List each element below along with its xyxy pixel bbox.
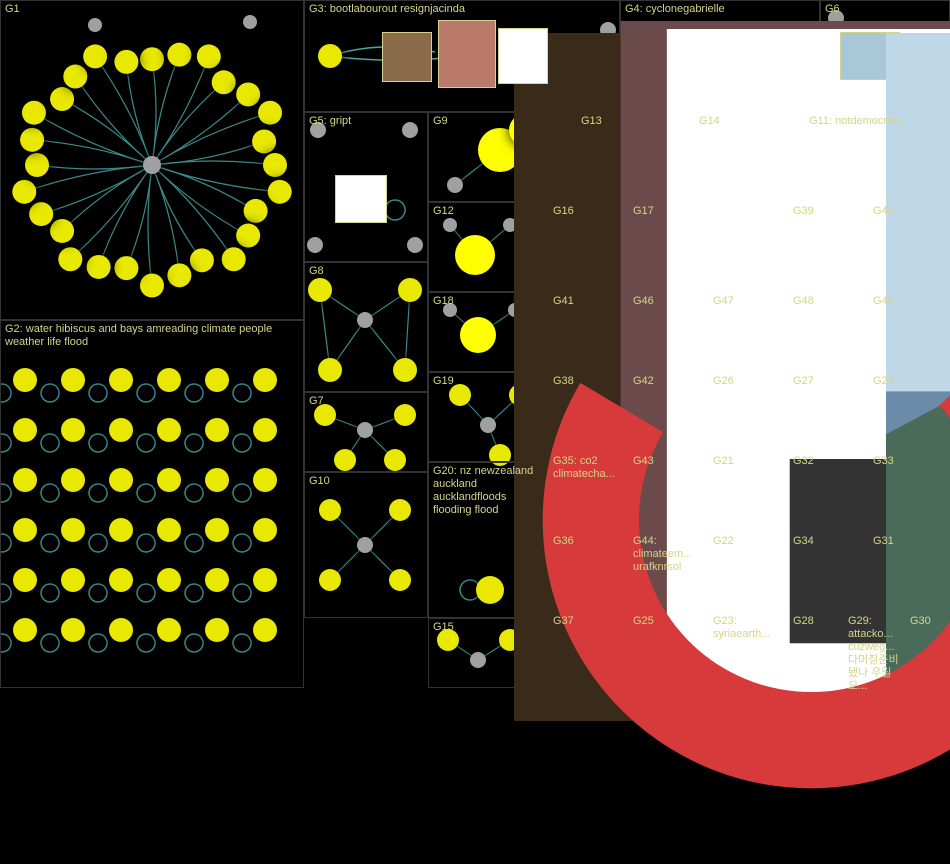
- panel-label: G48: [793, 295, 814, 308]
- panel-g37: G37: [548, 612, 628, 688]
- panel-g11: G11: notdemocracy: [804, 112, 950, 202]
- panel-label: G25: [633, 615, 654, 628]
- panel-g9: G9: [428, 112, 576, 202]
- panel-g15: G15: [428, 618, 548, 688]
- panel-label: G9: [433, 115, 448, 128]
- panel-g12: G12: [428, 202, 548, 292]
- panel-g1: G1: [0, 0, 304, 320]
- panel-g27: G27: [788, 372, 868, 452]
- panel-label: G8: [309, 265, 324, 278]
- panel-label: G27: [793, 375, 814, 388]
- panel-label: G47: [713, 295, 734, 308]
- panel-label: G33: [873, 455, 894, 468]
- panel-g43: G43: [628, 452, 708, 532]
- panel-label: G31: [873, 535, 894, 548]
- panel-label: G40: [873, 205, 894, 218]
- panel-label: G21: [713, 455, 734, 468]
- panel-g25: G25: [628, 612, 708, 688]
- panel-label: G34: [793, 535, 814, 548]
- panel-label: G3: bootlabourout resignjacinda: [309, 3, 465, 16]
- panel-label: G23: syriaearth...: [713, 615, 783, 641]
- panel-label: G1: [5, 3, 20, 16]
- panel-g41: G41: [548, 292, 628, 372]
- panel-label: G18: [433, 295, 454, 308]
- panel-g13: G13: [576, 112, 694, 202]
- thumbnail-3: [840, 32, 900, 80]
- panel-label: G13: [581, 115, 602, 128]
- panel-g8: G8: [304, 262, 428, 392]
- panel-label: G14: [699, 115, 720, 128]
- panel-g26: G26: [708, 372, 788, 452]
- panel-g23: G23: syriaearth...: [708, 612, 788, 688]
- panel-g10: G10: [304, 472, 428, 618]
- panel-g33: G33: [868, 452, 950, 532]
- panel-g30: G30: [905, 612, 950, 688]
- panel-label: G15: [433, 621, 454, 634]
- panel-g7: G7: [304, 392, 428, 472]
- panel-label: G4: cyclonegabrielle: [625, 3, 725, 16]
- panel-label: G29: attacko... cuzweg... 다머칠준비됐나 우릴모...: [848, 615, 900, 693]
- panel-g20: G20: nz newzealand auckland aucklandfloo…: [428, 462, 548, 618]
- panel-label: G46: [633, 295, 654, 308]
- panel-g18: G18: [428, 292, 548, 372]
- panel-g32: G32: [788, 452, 868, 532]
- thumbnail-0: [382, 32, 432, 82]
- panel-label: G38: [553, 375, 574, 388]
- panel-label: G2: water hibiscus and bays amreading cl…: [5, 323, 299, 349]
- panel-label: G30: [910, 615, 931, 628]
- panel-label: G12: [433, 205, 454, 218]
- panel-g44: G44: climateem... urafknrsol: [628, 532, 708, 612]
- panel-label: G43: [633, 455, 654, 468]
- panel-g47: G47: [708, 292, 788, 372]
- panel-g14: G14: [694, 112, 804, 202]
- panel-g36: G36: [548, 532, 628, 612]
- panel-g4: G4: cyclonegabrielle: [620, 0, 820, 112]
- panel-label: G39: [793, 205, 814, 218]
- panel-g48: G48: [788, 292, 868, 372]
- panel-label: G10: [309, 475, 330, 488]
- panel-label: G19: [433, 375, 454, 388]
- panel-g2: G2: water hibiscus and bays amreading cl…: [0, 320, 304, 688]
- panel-g24: G24: [868, 372, 950, 452]
- panel-label: G5: gript: [309, 115, 351, 128]
- panel-g17: G17: [628, 202, 788, 292]
- panel-label: G44: climateem... urafknrsol: [633, 535, 703, 574]
- panel-g35: G35: co2 climatecha...: [548, 452, 628, 532]
- panel-label: G36: [553, 535, 574, 548]
- panel-label: G28: [793, 615, 814, 628]
- panel-g38: G38: [548, 372, 628, 452]
- panel-label: G24: [873, 375, 894, 388]
- panel-label: G6: [825, 3, 840, 16]
- panel-label: G7: [309, 395, 324, 408]
- panel-g40: G40: [868, 202, 950, 292]
- panel-g39: G39: [788, 202, 868, 292]
- panel-g21: G21: [708, 452, 788, 532]
- panel-label: G35: co2 climatecha...: [553, 455, 623, 481]
- panel-g45: G45: [868, 292, 950, 372]
- thumbnail-4: [335, 175, 387, 223]
- panel-g28: G28: [788, 612, 843, 688]
- panel-g31: G31: [868, 532, 950, 612]
- panel-label: G42: [633, 375, 654, 388]
- panel-label: G37: [553, 615, 574, 628]
- panel-label: G26: [713, 375, 734, 388]
- panel-label: G17: [633, 205, 654, 218]
- panel-label: G41: [553, 295, 574, 308]
- panel-g16: G16: [548, 202, 628, 292]
- panel-g29: G29: attacko... cuzweg... 다머칠준비됐나 우릴모...: [843, 612, 905, 688]
- thumbnail-2: [498, 28, 548, 84]
- panel-label: G32: [793, 455, 814, 468]
- panel-g34: G34: [788, 532, 868, 612]
- panel-label: G16: [553, 205, 574, 218]
- panel-g22: G22: [708, 532, 788, 612]
- panel-label: G11: notdemocracy: [809, 115, 904, 128]
- panel-label: G22: [713, 535, 734, 548]
- panel-g19: G19: [428, 372, 548, 462]
- panel-g46: G46: [628, 292, 708, 372]
- thumbnail-1: [438, 20, 496, 88]
- panel-g42: G42: [628, 372, 708, 452]
- panel-label: G20: nz newzealand auckland aucklandfloo…: [433, 465, 543, 517]
- panel-label: G45: [873, 295, 894, 308]
